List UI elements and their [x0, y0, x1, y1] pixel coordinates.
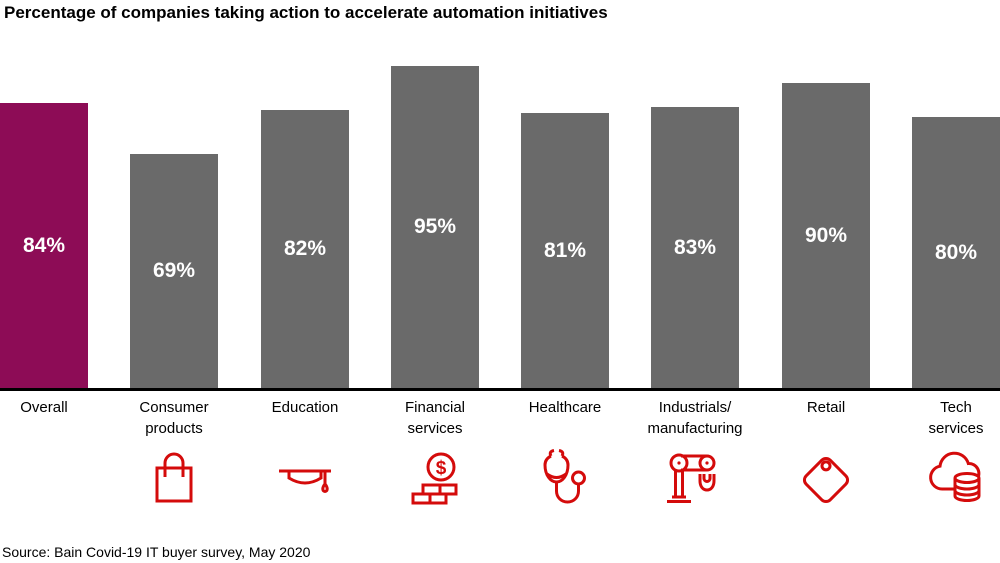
category-label-industrials-manufacturing: Industrials/manufacturing	[647, 399, 743, 437]
bar-education: 82%	[261, 110, 349, 388]
graduation-cap-icon	[273, 448, 337, 512]
bar-value-label: 84%	[22, 233, 66, 257]
bar-financial-services: 95%	[391, 66, 479, 388]
chart-title: Percentage of companies taking action to…	[4, 3, 608, 22]
bar-value-label: 90%	[804, 223, 848, 247]
bar-consumer-products: 69%	[130, 154, 218, 388]
bar-value-label: 95%	[413, 215, 457, 238]
cloud-database-icon	[924, 448, 988, 512]
bar-value-label: 81%	[543, 238, 587, 262]
bar-value-label: 80%	[934, 240, 978, 264]
coins-dollar-icon: $	[403, 448, 467, 512]
source-note: Source: Bain Covid-19 IT buyer survey, M…	[2, 544, 311, 560]
category-label-financial-services: Financial services	[404, 399, 466, 437]
shopping-bag-icon	[142, 448, 206, 512]
robot-arm-icon	[663, 448, 727, 512]
price-tag-icon	[794, 448, 858, 512]
bar-healthcare: 81%	[521, 113, 609, 388]
bar-overall: 84%	[0, 103, 88, 388]
category-label-retail: Retail	[806, 399, 846, 416]
bar-value-label: 69%	[152, 259, 196, 282]
bar-value-label: 82%	[283, 237, 327, 260]
category-label-consumer-products: Consumer products	[139, 399, 209, 437]
category-label-overall: Overall	[20, 399, 68, 416]
bar-tech-services: 80%	[912, 117, 1000, 388]
category-label-healthcare: Healthcare	[528, 399, 602, 416]
stethoscope-icon	[533, 448, 597, 512]
bar-industrials-manufacturing: 83%	[651, 107, 739, 388]
bar-retail: 90%	[782, 83, 870, 388]
category-label-education: Education	[271, 399, 339, 416]
svg-text:$: $	[436, 458, 447, 479]
category-label-tech-services: Tech services	[928, 399, 984, 437]
x-axis-line	[0, 388, 1000, 391]
bar-value-label: 83%	[673, 235, 717, 259]
